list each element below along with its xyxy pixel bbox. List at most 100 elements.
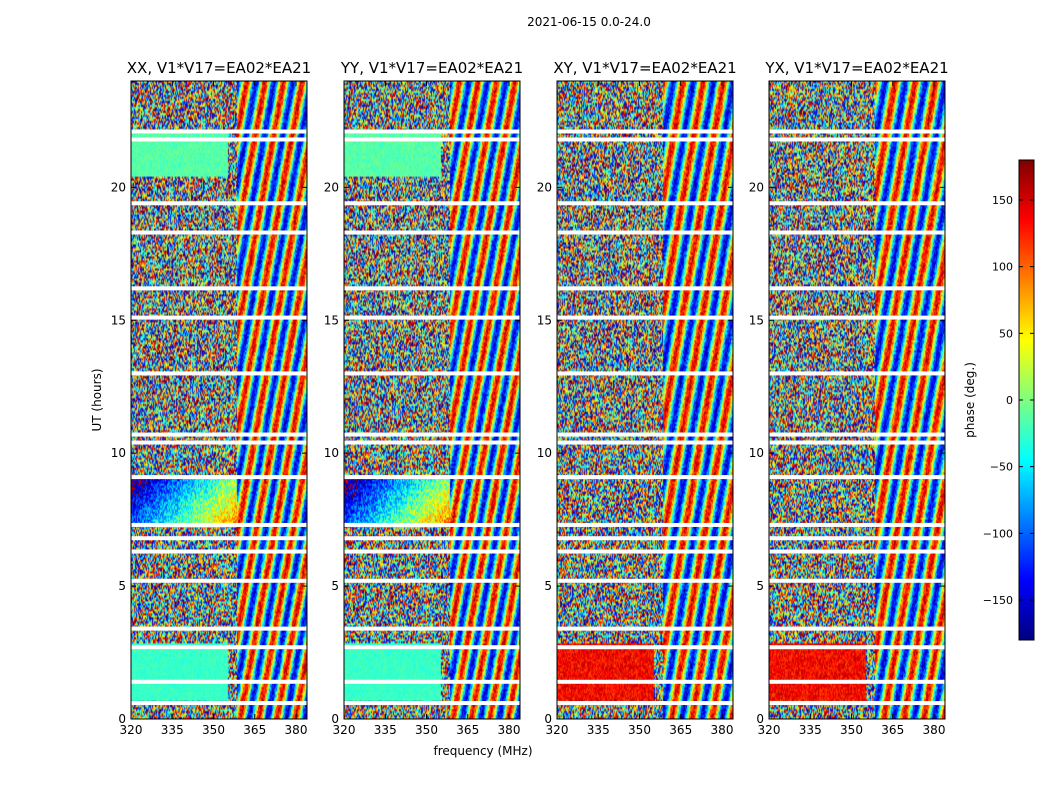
flagged-gap — [769, 522, 945, 527]
y-tick-label: 10 — [537, 446, 552, 460]
flagged-gap — [131, 701, 307, 706]
flagged-gap — [131, 578, 307, 583]
flagged-gap — [344, 626, 520, 631]
flagged-gap — [557, 129, 733, 134]
flagged-gap — [344, 432, 520, 437]
flagged-gap — [769, 129, 945, 134]
y-axis-label: UT (hours) — [90, 368, 104, 431]
x-tick-label: 350 — [415, 723, 438, 737]
flagged-gap — [557, 679, 733, 684]
flagged-gap — [344, 578, 520, 583]
y-tick-label: 10 — [324, 446, 339, 460]
flagged-gap — [769, 137, 945, 142]
colorbar: 150 100 50 0 −50 −100 −150 phase (deg.) — [963, 159, 1035, 641]
y-tick-label: 20 — [749, 180, 764, 194]
flagged-gap — [557, 522, 733, 527]
x-tick-label: 365 — [243, 723, 266, 737]
x-tick-label: 380 — [711, 723, 734, 737]
x-tick-label: 335 — [799, 723, 822, 737]
flagged-gap — [557, 440, 733, 445]
flagged-gap — [769, 315, 945, 320]
colorbar-tick-label: 150 — [992, 194, 1013, 207]
flagged-gap — [769, 440, 945, 445]
y-tick-label: 10 — [749, 446, 764, 460]
phase-heatmap — [344, 81, 520, 719]
flagged-gap — [131, 201, 307, 206]
y-tick-label: 0 — [118, 712, 126, 726]
flagged-gap — [131, 475, 307, 480]
flagged-gap — [557, 230, 733, 235]
x-tick-label: 365 — [456, 723, 479, 737]
x-tick-label: 350 — [628, 723, 651, 737]
flagged-gap — [344, 475, 520, 480]
flagged-gap — [557, 315, 733, 320]
phase-heatmap — [769, 81, 945, 719]
figure-suptitle: 2021-06-15 0.0-24.0 — [527, 15, 651, 29]
flagged-gap — [131, 286, 307, 291]
panel-title: XY, V1*V17=EA02*EA21 — [553, 59, 736, 77]
flagged-gap — [131, 440, 307, 445]
x-tick-label: 350 — [202, 723, 225, 737]
x-tick-label: 320 — [758, 723, 781, 737]
flagged-gap — [769, 432, 945, 437]
panel-3: XY, V1*V17=EA02*EA21 320 335 350 365 380 0 5 10 1… — [537, 59, 737, 737]
flagged-gap — [344, 286, 520, 291]
flagged-gap — [131, 645, 307, 650]
flagged-gap — [769, 230, 945, 235]
flagged-gap — [769, 626, 945, 631]
x-axis-label: frequency (MHz) — [433, 744, 532, 758]
colorbar-tick-label: 100 — [992, 261, 1013, 274]
flagged-gap — [557, 549, 733, 554]
flagged-gap — [557, 536, 733, 541]
y-tick-label: 0 — [756, 712, 764, 726]
x-tick-label: 365 — [669, 723, 692, 737]
colorbar-tick-label: −50 — [990, 461, 1013, 474]
y-tick-label: 5 — [756, 579, 764, 593]
flagged-gap — [557, 201, 733, 206]
panel-frame — [343, 80, 521, 720]
panel-title: YX, V1*V17=EA02*EA21 — [764, 59, 948, 77]
x-tick-label: 380 — [923, 723, 946, 737]
flagged-gap — [131, 371, 307, 376]
y-tick-label: 0 — [331, 712, 339, 726]
x-tick-label: 380 — [285, 723, 308, 737]
flagged-gap — [131, 522, 307, 527]
y-tick-label: 5 — [544, 579, 552, 593]
panel-title: XX, V1*V17=EA02*EA21 — [127, 59, 311, 77]
flagged-gap — [557, 701, 733, 706]
y-tick-label: 5 — [331, 579, 339, 593]
flagged-gap — [769, 371, 945, 376]
flagged-gap — [131, 137, 307, 142]
x-tick-label: 320 — [120, 723, 143, 737]
flagged-gap — [344, 645, 520, 650]
panel-frame — [768, 80, 946, 720]
panel-frame — [556, 80, 734, 720]
flagged-gap — [131, 536, 307, 541]
phase-heatmap — [131, 81, 307, 719]
flagged-gap — [769, 679, 945, 684]
y-tick-label: 15 — [537, 313, 552, 327]
flagged-gap — [344, 201, 520, 206]
flagged-gap — [131, 549, 307, 554]
flagged-gap — [344, 549, 520, 554]
colorbar-tick-label: 50 — [999, 327, 1013, 340]
colorbar-tick-label: −150 — [983, 594, 1013, 607]
flagged-gap — [769, 536, 945, 541]
x-tick-label: 320 — [546, 723, 569, 737]
x-tick-label: 335 — [374, 723, 397, 737]
flagged-gap — [344, 230, 520, 235]
x-tick-label: 350 — [840, 723, 863, 737]
y-tick-label: 20 — [111, 180, 126, 194]
flagged-gap — [131, 230, 307, 235]
flagged-gap — [769, 701, 945, 706]
flagged-gap — [344, 536, 520, 541]
y-tick-label: 15 — [749, 313, 764, 327]
y-tick-label: 5 — [118, 579, 126, 593]
y-tick-label: 15 — [324, 313, 339, 327]
y-tick-label: 0 — [544, 712, 552, 726]
flagged-gap — [131, 129, 307, 134]
flagged-gap — [769, 645, 945, 650]
flagged-gap — [769, 201, 945, 206]
flagged-gap — [344, 315, 520, 320]
